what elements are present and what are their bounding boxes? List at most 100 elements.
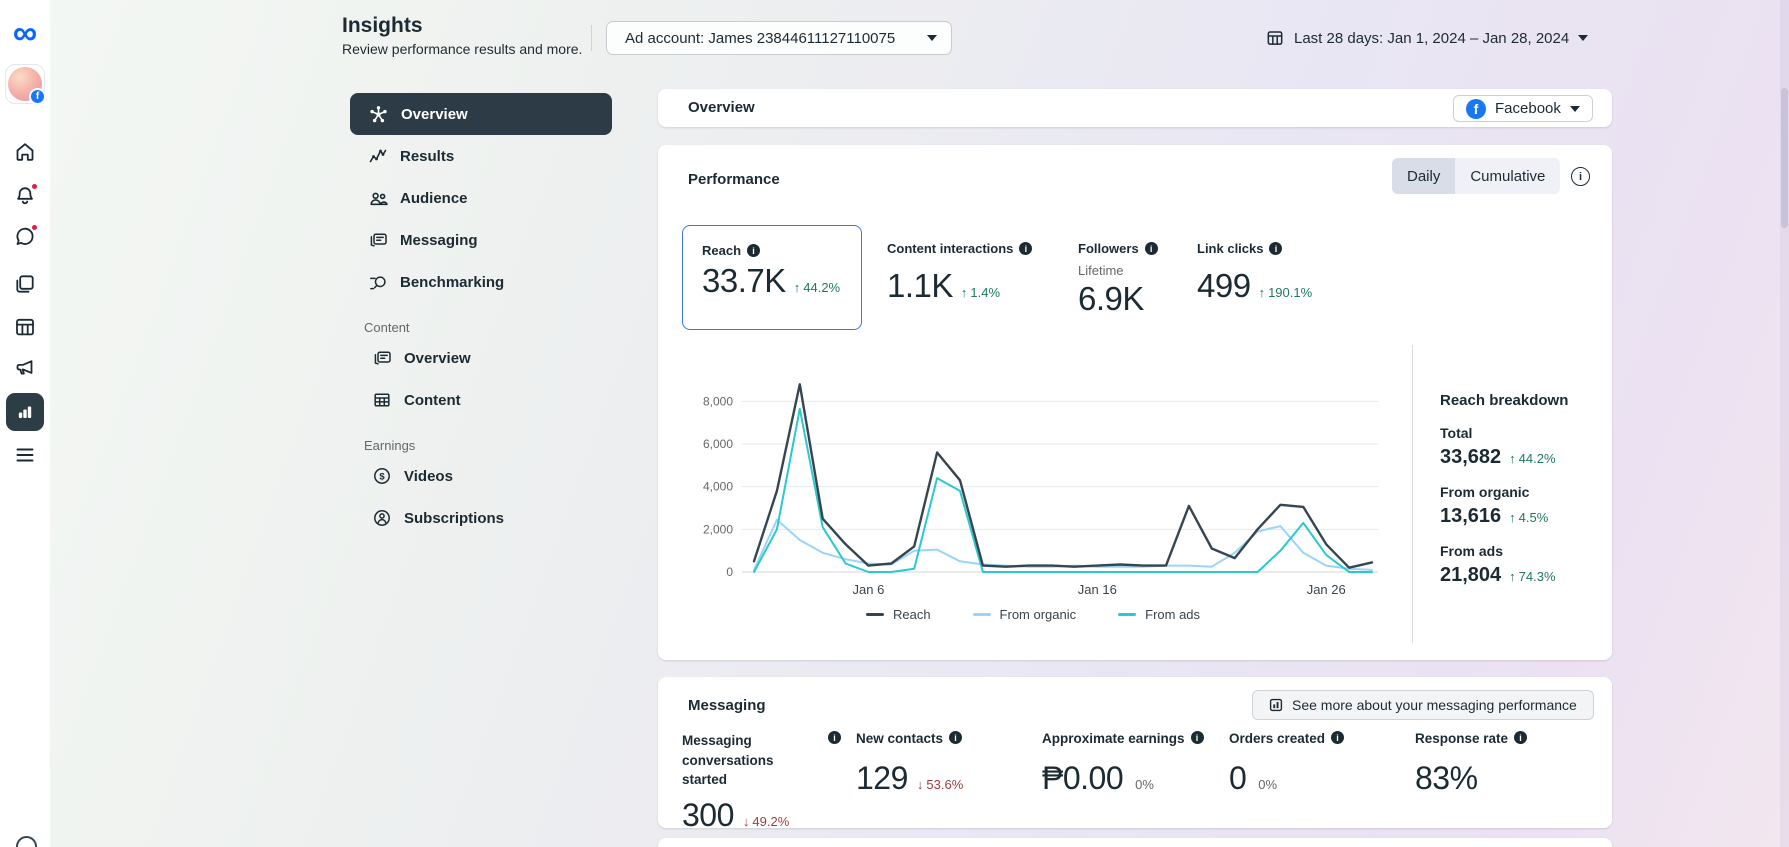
breakdown-row-value: 33,682 xyxy=(1440,446,1502,468)
breakdown-row-value: 13,616 xyxy=(1440,505,1502,527)
messaging-title: Messaging xyxy=(688,697,766,714)
metric-card-reach[interactable]: Reach i 33.7K ↑ 44.2% xyxy=(682,225,862,330)
all-tools-icon[interactable] xyxy=(13,443,37,467)
info-icon[interactable]: i xyxy=(747,244,761,257)
ad-account-selector[interactable]: Ad account: James 23844611127110075 xyxy=(606,21,952,55)
meta-logo[interactable]: ∞ xyxy=(12,14,38,52)
info-icon[interactable]: i xyxy=(1019,242,1033,255)
sidebar-item-content[interactable]: Content xyxy=(350,379,612,421)
notification-badge xyxy=(30,182,39,191)
breakdown-row-value: 21,804 xyxy=(1440,564,1502,586)
metric-label: Reach xyxy=(702,243,742,258)
sidebar-item-label: Overview xyxy=(404,349,471,367)
dollar-circle-icon: $ xyxy=(374,468,390,484)
messages-icon[interactable] xyxy=(13,223,39,249)
arrow-up-icon: ↑ xyxy=(1509,510,1516,525)
notifications-icon[interactable] xyxy=(13,182,39,208)
sidebar-item-label: Videos xyxy=(404,467,453,485)
svg-text:Jan 16: Jan 16 xyxy=(1078,582,1117,597)
scrollbar-track[interactable] xyxy=(1780,0,1789,847)
metric-label: Response rate xyxy=(1415,731,1509,746)
overview-bar: Overview f Facebook xyxy=(658,89,1612,127)
performance-card: Performance Daily Cumulative i Reach i 33… xyxy=(658,145,1612,660)
breakdown-row-label: From organic xyxy=(1440,484,1530,500)
info-icon[interactable]: i xyxy=(828,731,841,744)
metric-sublabel: Lifetime xyxy=(1078,263,1124,278)
ads-line-swatch xyxy=(1118,612,1137,617)
reach-line-chart[interactable]: 0 2,000 4,000 6,000 8,000 Jan 6 Jan 16 Jan 26 xyxy=(678,368,1388,608)
date-range-selector[interactable]: Last 28 days: Jan 1, 2024 – Jan 28, 2024 xyxy=(1265,22,1589,54)
toggle-daily[interactable]: Daily xyxy=(1392,158,1456,194)
sidebar-item-benchmarking[interactable]: Benchmarking xyxy=(350,261,612,303)
metric-new-contacts: New contacts i 129 ↓ 53.6% xyxy=(856,731,964,796)
home-icon[interactable] xyxy=(13,140,37,164)
facebook-badge-icon: f xyxy=(29,88,46,105)
results-icon xyxy=(369,149,387,163)
metric-card-content-interactions[interactable]: Content interactions i 1.1K ↑ 1.4% xyxy=(887,241,1033,305)
sidebar-item-subscriptions[interactable]: Subscriptions xyxy=(350,497,612,539)
metric-label: Orders created xyxy=(1229,731,1326,746)
sidebar-item-content-overview[interactable]: Overview xyxy=(350,337,612,379)
nav-section-earnings: Earnings xyxy=(364,438,416,453)
person-circle-icon xyxy=(374,510,390,526)
info-icon[interactable]: i xyxy=(1514,731,1528,744)
metric-conversations-started: Messaging conversations started i 300 ↓ 49… xyxy=(682,731,841,834)
ads-icon[interactable] xyxy=(13,355,37,379)
arrow-down-icon: ↓ xyxy=(916,777,924,792)
reach-breakdown-panel: Reach breakdown Total 33,682 ↑ 44.2% From… xyxy=(1440,392,1605,587)
arrow-up-icon: ↑ xyxy=(1509,451,1516,466)
metric-value: 0 xyxy=(1229,760,1247,796)
reach-line-swatch xyxy=(865,612,884,617)
svg-text:2,000: 2,000 xyxy=(703,522,733,536)
platform-label: Facebook xyxy=(1495,100,1561,117)
sidebar-item-label: Results xyxy=(400,147,455,165)
sidebar-item-messaging[interactable]: Messaging xyxy=(350,219,612,261)
insights-icon[interactable] xyxy=(6,393,44,431)
info-icon[interactable]: i xyxy=(1269,242,1283,255)
sidebar-item-videos[interactable]: $ Videos xyxy=(350,455,612,497)
metric-label: Messaging conversations started xyxy=(682,733,774,788)
info-icon[interactable]: i xyxy=(1190,731,1204,744)
info-icon[interactable]: i xyxy=(1571,167,1590,186)
messaging-icon xyxy=(370,233,387,247)
help-icon[interactable] xyxy=(16,836,37,847)
posts-icon[interactable] xyxy=(13,272,37,296)
svg-text:$: $ xyxy=(379,471,385,482)
metric-value: 499 xyxy=(1197,267,1251,304)
performance-title: Performance xyxy=(688,171,780,188)
sidebar-item-audience[interactable]: Audience xyxy=(350,177,612,219)
metric-card-followers[interactable]: Followers i Lifetime 6.9K xyxy=(1078,241,1158,318)
overview-icon xyxy=(370,105,387,122)
ad-account-label: Ad account: James 23844611127110075 xyxy=(625,29,896,47)
info-icon[interactable]: i xyxy=(1144,242,1158,255)
planner-icon[interactable] xyxy=(13,315,37,339)
metric-value: 6.9K xyxy=(1078,280,1144,317)
legend-item-from-organic[interactable]: From organic xyxy=(972,607,1076,622)
legend-item-reach[interactable]: Reach xyxy=(865,607,931,622)
info-icon[interactable]: i xyxy=(949,731,963,744)
chevron-down-icon xyxy=(1578,35,1589,41)
arrow-down-icon: ↓ xyxy=(742,813,750,829)
sidebar-item-label: Audience xyxy=(400,189,468,207)
business-avatar[interactable]: f xyxy=(5,64,46,105)
toggle-cumulative[interactable]: Cumulative xyxy=(1470,167,1546,185)
info-icon[interactable]: i xyxy=(1331,731,1345,744)
svg-text:8,000: 8,000 xyxy=(703,394,733,408)
metric-card-link-clicks[interactable]: Link clicks i 499 ↑ 190.1% xyxy=(1197,241,1312,305)
facebook-icon: f xyxy=(1466,98,1486,119)
metric-delta: 1.4% xyxy=(970,285,1001,300)
metric-delta: 190.1% xyxy=(1268,285,1313,300)
legend-item-from-ads[interactable]: From ads xyxy=(1118,607,1200,622)
metric-value: 1.1K xyxy=(887,267,953,304)
metric-orders-created: Orders created i 0 0% xyxy=(1229,731,1345,797)
see-more-button[interactable]: See more about your messaging performanc… xyxy=(1252,690,1594,720)
metric-label: New contacts xyxy=(856,731,944,746)
platform-selector[interactable]: f Facebook xyxy=(1453,95,1593,122)
insights-nav: Overview Results Audience Messaging xyxy=(350,93,612,539)
metric-value: 300 xyxy=(682,796,734,833)
svg-text:4,000: 4,000 xyxy=(703,480,733,494)
sidebar-item-results[interactable]: Results xyxy=(350,135,612,177)
scrollbar-thumb[interactable] xyxy=(1781,88,1788,228)
arrow-up-icon: ↑ xyxy=(960,285,968,300)
sidebar-item-overview[interactable]: Overview xyxy=(350,93,612,135)
